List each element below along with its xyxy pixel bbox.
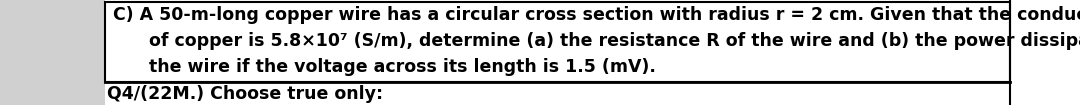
Text: Q4/(22M.) Choose true only:: Q4/(22M.) Choose true only:: [107, 85, 383, 103]
Text: C) A 50-m-long copper wire has a circular cross section with radius r = 2 cm. Gi: C) A 50-m-long copper wire has a circula…: [113, 6, 1080, 24]
Bar: [105, 2, 1010, 82]
Text: of copper is 5.8×10⁷ (S/m), determine (a) the resistance R of the wire and (b) t: of copper is 5.8×10⁷ (S/m), determine (a…: [113, 32, 1080, 50]
Text: the wire if the voltage across its length is 1.5 (mV).: the wire if the voltage across its lengt…: [113, 58, 656, 76]
Bar: [105, 2, 1010, 82]
Bar: [0, 0, 105, 105]
